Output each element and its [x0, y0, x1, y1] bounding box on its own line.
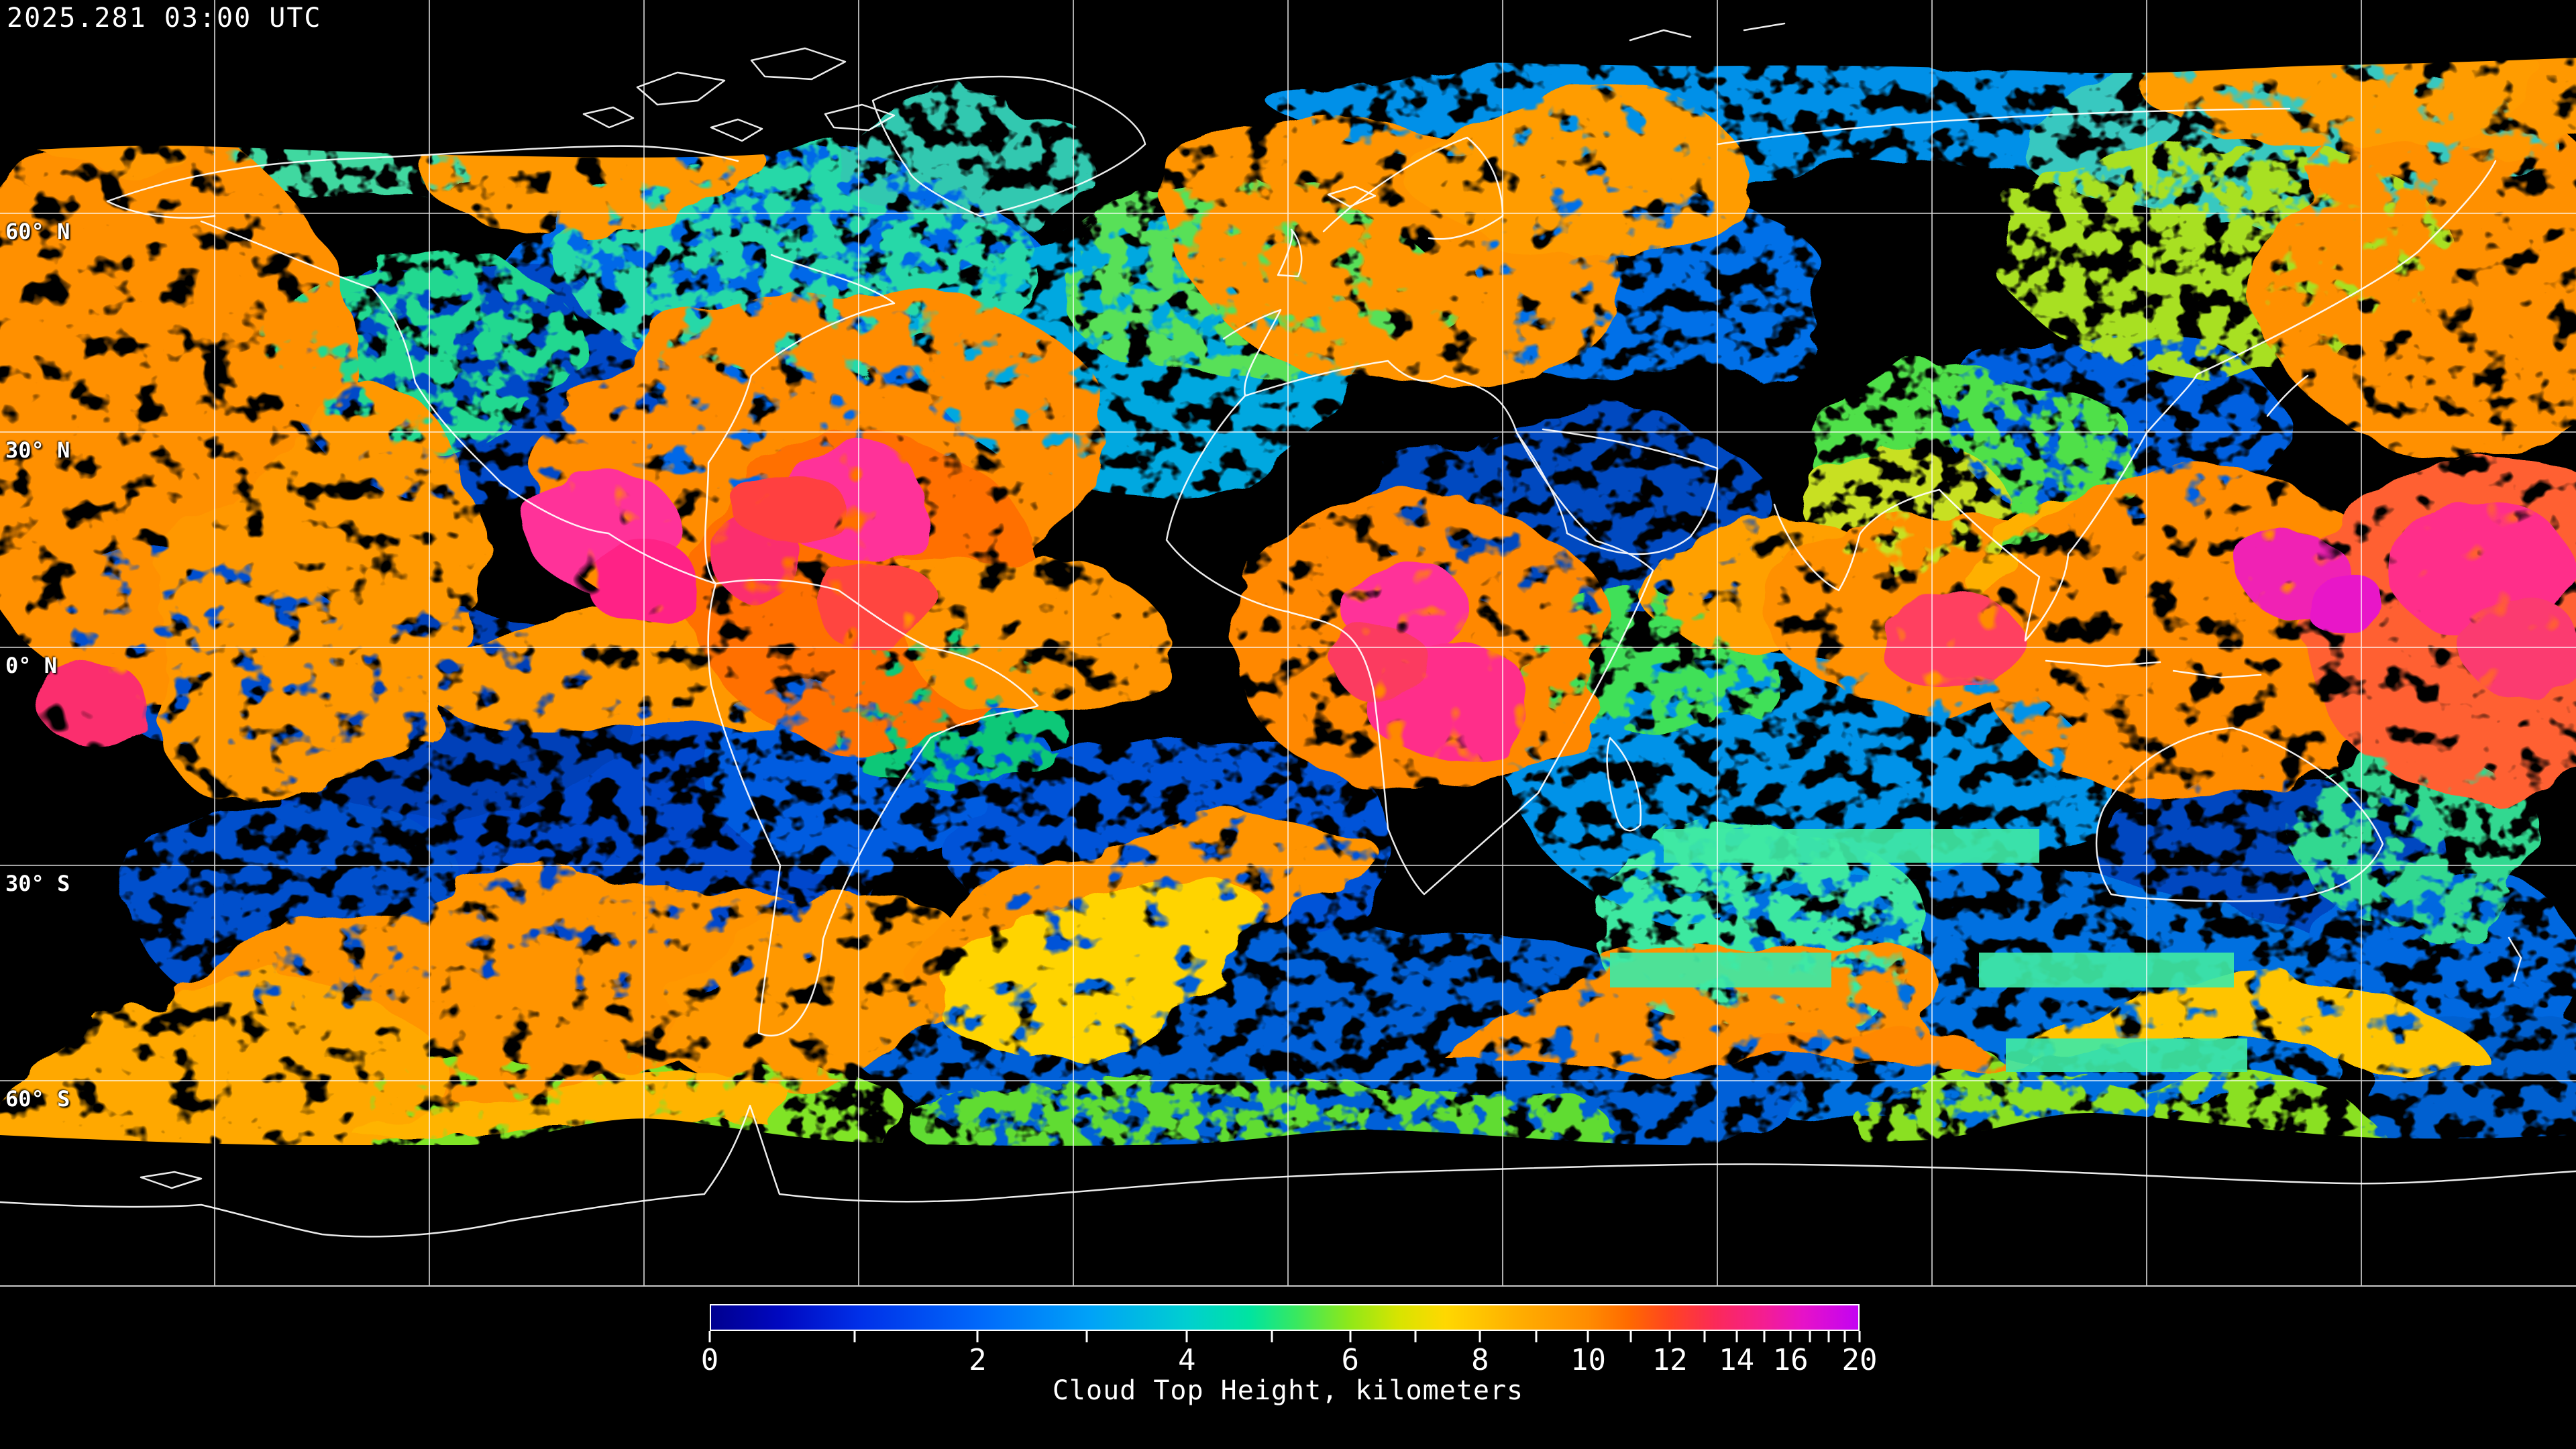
colorbar-tick: [977, 1331, 979, 1342]
colorbar-tick: [1669, 1331, 1671, 1342]
colorbar-tick: [1763, 1331, 1765, 1342]
colorbar-tick: [1843, 1331, 1845, 1342]
colorbar-tick-label: 20: [1842, 1343, 1878, 1377]
colorbar-tick: [1790, 1331, 1792, 1342]
colorbar-tick: [1703, 1331, 1705, 1342]
latitude-label: 30° S: [5, 871, 70, 896]
colorbar-tick-label: 16: [1773, 1343, 1809, 1377]
colorbar-tick: [709, 1331, 711, 1342]
latitude-label: 60° N: [5, 219, 70, 244]
colorbar-tick: [1479, 1331, 1481, 1342]
map-canvas: [0, 0, 2576, 1449]
colorbar: 0 2 4 6 8 10 12 14 16 20: [710, 1304, 1860, 1331]
latitude-label: 60° S: [5, 1086, 70, 1112]
colorbar-tick: [1809, 1331, 1811, 1342]
colorbar-tick: [1086, 1331, 1088, 1342]
colorbar-tick: [853, 1331, 855, 1342]
colorbar-tick-label: 12: [1652, 1343, 1688, 1377]
colorbar-tick-label: 10: [1570, 1343, 1606, 1377]
colorbar-tick-label: 2: [969, 1343, 987, 1377]
latitude-label: 0° N: [5, 653, 57, 678]
colorbar-tick-label: 0: [701, 1343, 719, 1377]
colorbar-tick: [1859, 1331, 1861, 1342]
colorbar-tick: [1186, 1331, 1188, 1342]
colorbar-tick: [1415, 1331, 1417, 1342]
latitude-label: 30° N: [5, 437, 70, 463]
colorbar-tick-label: 4: [1178, 1343, 1196, 1377]
colorbar-tick-label: 6: [1341, 1343, 1359, 1377]
colorbar-tick: [1735, 1331, 1737, 1342]
colorbar-tick: [1629, 1331, 1631, 1342]
colorbar-tick: [1536, 1331, 1538, 1342]
colorbar-tick-label: 14: [1719, 1343, 1754, 1377]
colorbar-tick-label: 8: [1471, 1343, 1489, 1377]
timestamp-label: 2025.281 03:00 UTC: [7, 3, 321, 34]
colorbar-tick: [1827, 1331, 1829, 1342]
colorbar-title: Cloud Top Height, kilometers: [0, 1375, 2576, 1406]
colorbar-gradient: [710, 1304, 1860, 1331]
colorbar-tick: [1271, 1331, 1273, 1342]
cloud-top-height-map-screen: 2025.281 03:00 UTC 60° N 30° N 0° N 30° S 60…: [0, 0, 2576, 1449]
colorbar-tick: [1349, 1331, 1351, 1342]
colorbar-tick: [1587, 1331, 1589, 1342]
